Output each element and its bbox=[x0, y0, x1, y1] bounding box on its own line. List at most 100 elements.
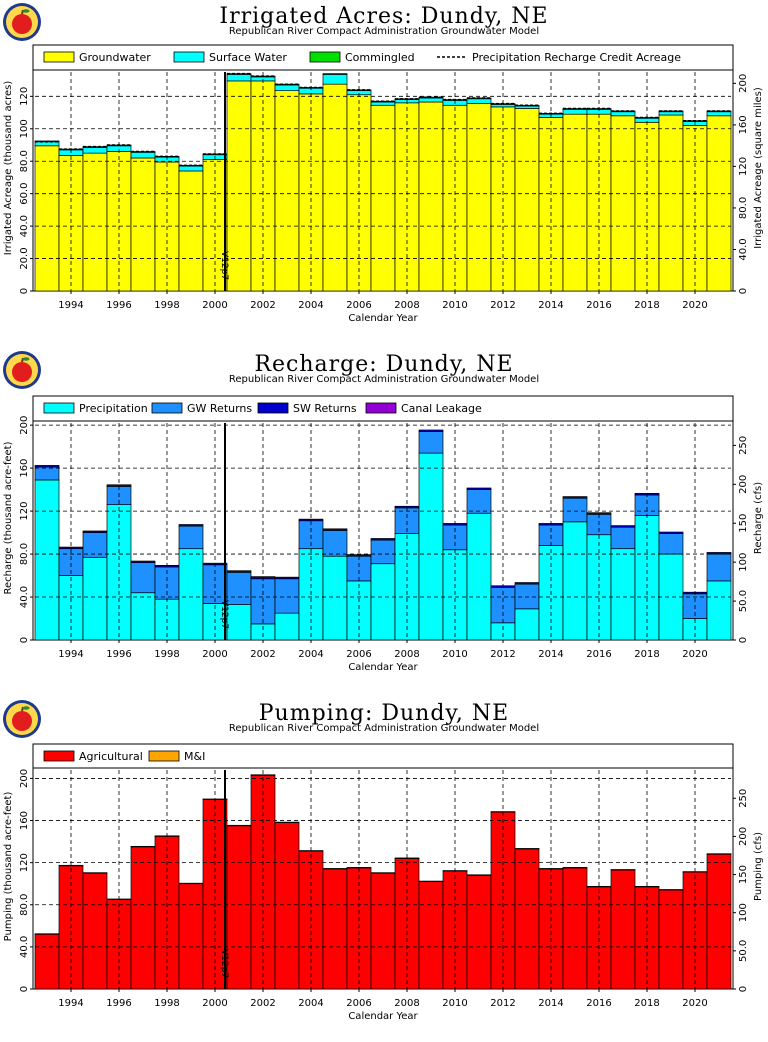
bar-m-i bbox=[226, 824, 252, 827]
x-tick-label: 2002 bbox=[250, 300, 275, 311]
bar-groundwater bbox=[34, 145, 60, 292]
bar-sw-returns bbox=[370, 538, 396, 541]
bar-gw-returns bbox=[82, 532, 108, 558]
bar-agricultural bbox=[466, 874, 492, 990]
x-tick-label: 2000 bbox=[202, 300, 227, 311]
bar-sw-returns bbox=[706, 552, 732, 555]
bar-sw-returns bbox=[346, 554, 372, 557]
y-tick-label: 160 bbox=[19, 811, 30, 830]
bar-agricultural bbox=[322, 868, 348, 990]
bar-sw-returns bbox=[562, 496, 588, 499]
bar-agricultural bbox=[418, 881, 444, 990]
bar-gw-returns bbox=[274, 578, 300, 614]
x-tick-label: 2018 bbox=[634, 300, 659, 311]
bar-groundwater bbox=[466, 103, 492, 292]
y-axis-title: Irrigated Acreage (thousand acres) bbox=[3, 81, 14, 256]
bar-groundwater bbox=[178, 170, 204, 292]
bar-groundwater bbox=[562, 113, 588, 292]
y-right-tick-label: 100 bbox=[738, 903, 749, 922]
bar-sw-returns bbox=[418, 429, 444, 432]
x-tick-label: 2020 bbox=[682, 300, 707, 311]
legend-swatch bbox=[173, 51, 205, 63]
bar-agricultural bbox=[274, 822, 300, 990]
x-tick-label: 2000 bbox=[202, 998, 227, 1009]
bar-surface-water bbox=[178, 165, 204, 172]
y-right-tick-label: 0 bbox=[738, 986, 749, 992]
bar-m-i bbox=[34, 933, 60, 935]
y-tick-label: 100 bbox=[19, 119, 30, 138]
bar-precipitation bbox=[130, 592, 156, 641]
apple-seal-logo bbox=[3, 3, 41, 41]
bar-sw-returns bbox=[34, 465, 60, 468]
bar-agricultural bbox=[658, 889, 684, 990]
y-right-tick-label: 200 bbox=[738, 74, 749, 93]
bar-precipitation bbox=[322, 555, 348, 641]
bar-surface-water bbox=[610, 111, 636, 117]
bar-groundwater bbox=[514, 108, 540, 292]
x-tick-label: 2006 bbox=[346, 998, 371, 1009]
bar-sw-returns bbox=[58, 546, 84, 550]
x-tick-label: 2014 bbox=[538, 300, 563, 311]
legend-label: Agricultural bbox=[79, 750, 143, 763]
bar-m-i bbox=[514, 848, 540, 850]
bar-gw-returns bbox=[562, 497, 588, 523]
bar-agricultural bbox=[514, 848, 540, 990]
y-tick-label: 40.0 bbox=[19, 586, 30, 608]
bar-gw-returns bbox=[634, 494, 660, 516]
bar-surface-water bbox=[274, 84, 300, 92]
model-version-marker-label: V12p7 bbox=[219, 251, 229, 280]
legend-swatch bbox=[43, 402, 75, 414]
bar-precipitation bbox=[274, 612, 300, 641]
bar-sw-returns bbox=[322, 528, 348, 531]
bar-sw-returns bbox=[274, 576, 300, 580]
bar-gw-returns bbox=[34, 466, 60, 481]
x-tick-label: 2014 bbox=[538, 998, 563, 1009]
model-version-marker-label: V12p7 bbox=[219, 949, 229, 978]
bar-precipitation bbox=[610, 548, 636, 641]
bar-gw-returns bbox=[130, 562, 156, 594]
legend-label: GW Returns bbox=[187, 402, 252, 415]
x-tick-label: 2020 bbox=[682, 998, 707, 1009]
bar-precipitation bbox=[562, 521, 588, 641]
y-tick-label: 40.0 bbox=[19, 936, 30, 958]
bar-sw-returns bbox=[610, 525, 636, 528]
bar-m-i bbox=[562, 867, 588, 869]
y-right-tick-label: 150 bbox=[738, 865, 749, 884]
bar-agricultural bbox=[538, 868, 564, 990]
bar-sw-returns bbox=[514, 582, 540, 585]
y-right-tick-label: 50.0 bbox=[738, 940, 749, 962]
x-tick-label: 1996 bbox=[106, 998, 131, 1009]
y-right-tick-label: 100 bbox=[738, 553, 749, 572]
bar-groundwater bbox=[130, 157, 156, 292]
y-right-tick-label: 250 bbox=[738, 789, 749, 808]
recharge-chart: Precipitation GW Returns SW Returns Canal L… bbox=[3, 395, 764, 673]
x-tick-label: 2008 bbox=[394, 300, 419, 311]
x-tick-label: 1998 bbox=[154, 300, 179, 311]
x-tick-label: 2006 bbox=[346, 300, 371, 311]
x-tick-label: 1994 bbox=[58, 998, 83, 1009]
bar-gw-returns bbox=[418, 431, 444, 454]
legend-swatch bbox=[309, 51, 341, 63]
bar-sw-returns bbox=[130, 560, 156, 564]
bar-agricultural bbox=[82, 872, 108, 990]
bar-groundwater bbox=[394, 102, 420, 292]
bar-surface-water bbox=[514, 105, 540, 109]
y-tick-label: 0 bbox=[19, 288, 30, 294]
bar-m-i bbox=[586, 885, 612, 888]
bar-m-i bbox=[130, 845, 156, 848]
bar-agricultural bbox=[610, 869, 636, 990]
y-right-axis-title: Recharge (cfs) bbox=[753, 482, 764, 554]
bar-precipitation bbox=[418, 452, 444, 641]
bar-agricultural bbox=[442, 870, 468, 990]
legend-swatch bbox=[365, 402, 397, 414]
bar-precipitation bbox=[466, 512, 492, 641]
chart-subtitle: Republican River Compact Administration … bbox=[228, 723, 540, 734]
bar-gw-returns bbox=[466, 489, 492, 514]
bar-m-i bbox=[466, 874, 492, 876]
bar-surface-water bbox=[706, 111, 732, 117]
bar-m-i bbox=[706, 853, 732, 855]
legend-label: Precipitation bbox=[79, 402, 148, 415]
legend-swatch bbox=[257, 402, 289, 414]
bar-sw-returns bbox=[226, 570, 252, 573]
bar-precipitation bbox=[490, 622, 516, 641]
